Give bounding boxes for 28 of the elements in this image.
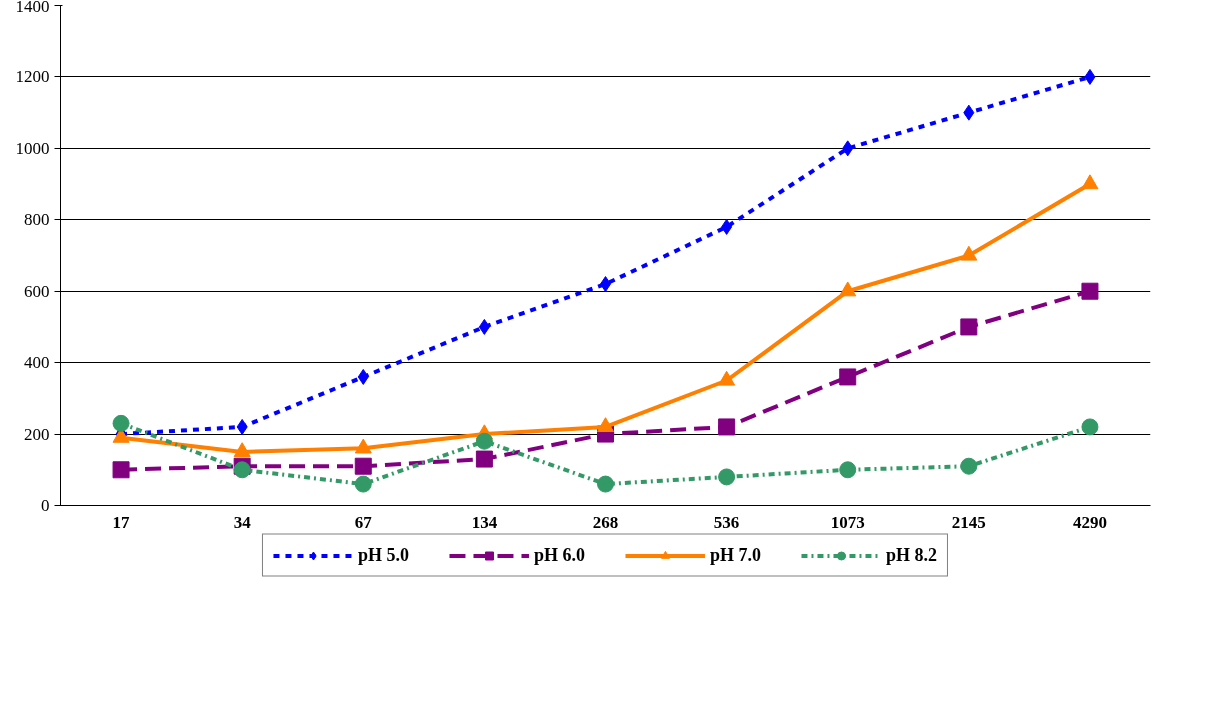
x-tick-label: 4290 [1072, 512, 1107, 532]
y-tick-label: 600 [24, 281, 50, 301]
y-tick-label: 1400 [15, 0, 50, 16]
x-tick-label: 134 [471, 512, 498, 532]
point [112, 461, 130, 479]
y-tick-label: 1000 [15, 138, 50, 158]
y-tick-label: 1200 [15, 67, 50, 87]
x-tick-label: 268 [592, 512, 619, 532]
x-tick-label: 67 [354, 512, 373, 532]
x-tick-label: 34 [233, 512, 252, 532]
legend-label: pH 5.0 [357, 544, 409, 566]
point [1084, 68, 1096, 85]
point [842, 140, 854, 157]
point [839, 368, 857, 386]
legend-label: pH 8.2 [886, 544, 938, 566]
point [1081, 282, 1099, 300]
y-tick-label: 800 [24, 210, 50, 230]
x-tick-label: 1073 [830, 512, 865, 532]
x-tick-label: 536 [713, 512, 740, 532]
x-tick-label: 2145 [951, 512, 986, 532]
legend-label: pH 7.0 [710, 544, 762, 566]
point [1081, 418, 1099, 436]
y-tick-label: 0 [41, 496, 50, 515]
y-tick-label: 200 [24, 424, 50, 444]
x-tick-label: 17 [112, 512, 131, 532]
point [112, 414, 130, 432]
y-tick-label: 400 [24, 353, 50, 373]
legend-label: pH 6.0 [533, 544, 585, 566]
